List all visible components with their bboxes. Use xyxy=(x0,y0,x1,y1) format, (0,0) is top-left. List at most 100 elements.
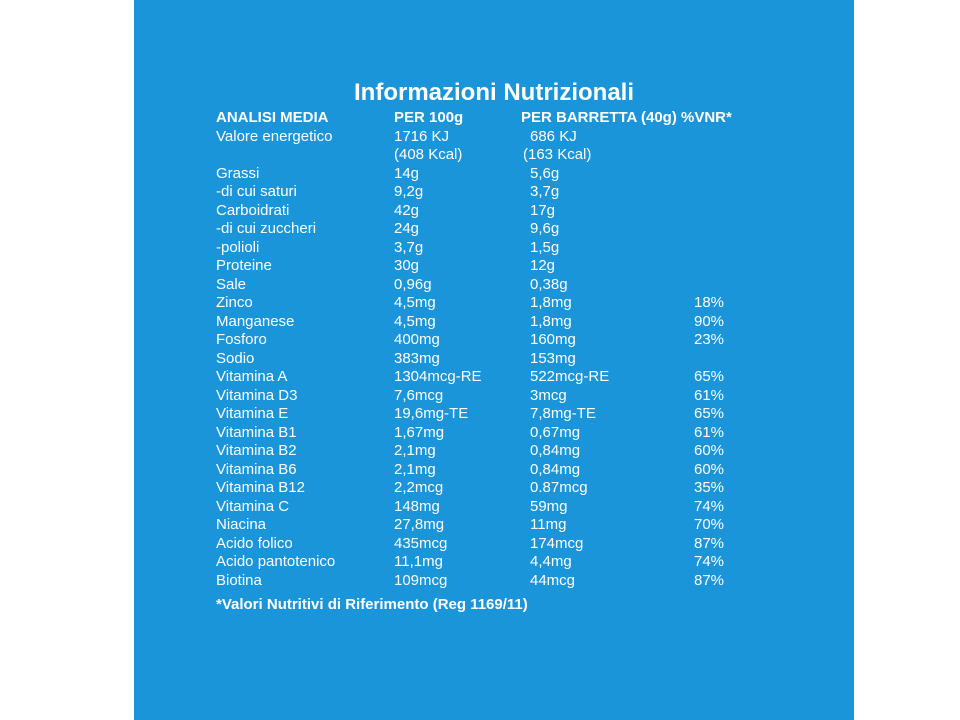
value-per-100g: 30g xyxy=(394,257,420,274)
nutrient-name: Vitamina B12 xyxy=(216,479,305,496)
page-title: Informazioni Nutrizionali xyxy=(354,79,634,106)
value-per-bar: 12g xyxy=(530,257,556,274)
table-row: Vitamina B6 2,1mg 0,84mg 60% xyxy=(216,461,776,480)
value-vnr: 87% xyxy=(694,534,725,552)
table-row: Grassi 14g 5,6g xyxy=(216,165,776,184)
value-per-100g: 400mg xyxy=(394,331,440,348)
footnote: *Valori Nutritivi di Riferimento (Reg 11… xyxy=(216,596,528,613)
value-per-100g: 383mg xyxy=(394,349,440,367)
value-vnr: 23% xyxy=(694,331,725,348)
table-row: -di cui saturi 9,2g 3,7g xyxy=(216,183,776,202)
value-per-100g: 435mcg xyxy=(394,534,448,552)
value-per-bar: 1,8mg xyxy=(530,312,572,330)
nutrient-name: -di cui saturi xyxy=(216,183,297,200)
nutrient-name: Proteine xyxy=(216,257,272,274)
nutrient-name: Vitamina B6 xyxy=(216,460,297,478)
value-vnr: 60% xyxy=(694,460,725,478)
value-per-100g: 19,6mg-TE xyxy=(394,405,469,422)
value-per-bar: 9,6g xyxy=(530,220,560,237)
nutrient-name: Vitamina D3 xyxy=(216,386,298,404)
energy-per100-kcal: (408 Kcal) xyxy=(394,146,463,163)
table-row: Sale 0,96g 0,38g xyxy=(216,276,776,295)
table-row: Vitamina C 148mg 59mg 74% xyxy=(216,498,776,517)
header-analysis: ANALISI MEDIA xyxy=(216,109,329,126)
nutrient-name: Vitamina B1 xyxy=(216,423,297,441)
nutrient-name: Vitamina E xyxy=(216,405,289,422)
table-row: Carboidrati 42g 17g xyxy=(216,202,776,221)
value-per-bar: 7,8mg-TE xyxy=(530,405,596,422)
nutrient-name: Acido pantotenico xyxy=(216,553,336,570)
table-row: -di cui zuccheri 24g 9,6g xyxy=(216,220,776,239)
value-vnr: 70% xyxy=(694,516,725,533)
table-row: Vitamina B1 1,67mg 0,67mg 61% xyxy=(216,424,776,443)
table-header-row: ANALISI MEDIA PER 100g PER BARRETTA (40g… xyxy=(216,109,776,128)
value-per-bar: 3mcg xyxy=(530,386,567,404)
value-per-bar: 1,5g xyxy=(530,238,560,256)
value-vnr: 60% xyxy=(694,442,725,459)
table-row: Vitamina D3 7,6mcg 3mcg 61% xyxy=(216,387,776,406)
energy-bar-kj: 686 KJ xyxy=(530,127,577,145)
value-per-bar: 160mg xyxy=(530,331,576,348)
nutrient-name: Fosforo xyxy=(216,331,267,348)
value-per-100g: 27,8mg xyxy=(394,516,445,533)
value-per-100g: 109mcg xyxy=(394,571,448,589)
value-per-bar: 1,8mg xyxy=(530,294,572,311)
value-per-100g: 1304mcg-RE xyxy=(394,368,482,385)
nutrient-name: -polioli xyxy=(216,238,260,256)
table-row: Acido folico 435mcg 174mcg 87% xyxy=(216,535,776,554)
value-per-100g: 3,7g xyxy=(394,238,424,256)
nutrient-name: Sodio xyxy=(216,349,255,367)
value-per-bar: 44mcg xyxy=(530,571,576,589)
table-row: Sodio 383mg 153mg xyxy=(216,350,776,369)
value-vnr: 74% xyxy=(694,553,725,570)
value-per-bar: 522mcg-RE xyxy=(530,368,610,385)
value-per-bar: 59mg xyxy=(530,497,568,515)
value-per-bar: 17g xyxy=(530,201,556,219)
value-vnr: 74% xyxy=(694,497,725,515)
value-per-100g: 2,1mg xyxy=(394,460,436,478)
table-row: Vitamina E 19,6mg-TE 7,8mg-TE 65% xyxy=(216,405,776,424)
value-per-100g: 9,2g xyxy=(394,183,424,200)
nutrient-name: Manganese xyxy=(216,312,295,330)
nutrition-panel: Informazioni Nutrizionali ANALISI MEDIA … xyxy=(134,0,854,720)
value-per-100g: 11,1mg xyxy=(394,553,443,570)
table-row: -polioli 3,7g 1,5g xyxy=(216,239,776,258)
value-vnr: 35% xyxy=(694,479,725,496)
table-row: Vitamina B2 2,1mg 0,84mg 60% xyxy=(216,442,776,461)
value-per-bar: 3,7g xyxy=(530,183,560,200)
value-per-bar: 174mcg xyxy=(530,534,584,552)
value-per-100g: 7,6mcg xyxy=(394,386,444,404)
table-row: Manganese 4,5mg 1,8mg 90% xyxy=(216,313,776,332)
energy-bar-kcal: (163 Kcal) xyxy=(523,146,592,163)
nutrient-name: Acido folico xyxy=(216,534,293,552)
nutrient-name: Biotina xyxy=(216,571,262,589)
value-per-bar: 0,84mg xyxy=(530,442,581,459)
table-row: Proteine 30g 12g xyxy=(216,257,776,276)
table-row: Zinco 4,5mg 1,8mg 18% xyxy=(216,294,776,313)
header-per-bar-vnr: PER BARRETTA (40g) %VNR* xyxy=(521,109,732,126)
nutrient-name: Vitamina B2 xyxy=(216,442,297,459)
value-per-bar: 0,67mg xyxy=(530,423,581,441)
table-row: Biotina 109mcg 44mcg 87% xyxy=(216,572,776,591)
value-per-bar: 11mg xyxy=(530,516,567,533)
value-per-bar: 153mg xyxy=(530,349,576,367)
value-per-100g: 4,5mg xyxy=(394,312,436,330)
value-per-100g: 2,1mg xyxy=(394,442,436,459)
nutrient-name: Vitamina C xyxy=(216,497,290,515)
value-per-bar: 5,6g xyxy=(530,164,560,182)
value-per-100g: 14g xyxy=(394,164,420,182)
value-per-100g: 0,96g xyxy=(394,275,432,293)
nutrition-table: ANALISI MEDIA PER 100g PER BARRETTA (40g… xyxy=(216,109,776,590)
value-vnr: 61% xyxy=(694,386,725,404)
nutrient-name: Sale xyxy=(216,275,247,293)
table-row-energy-kcal: (408 Kcal) (163 Kcal) xyxy=(216,146,776,165)
nutrient-name: -di cui zuccheri xyxy=(216,220,317,237)
table-row: Vitamina B12 2,2mcg 0.87mcg 35% xyxy=(216,479,776,498)
table-row: Acido pantotenico 11,1mg 4,4mg 74% xyxy=(216,553,776,572)
nutrient-name: Niacina xyxy=(216,516,267,533)
value-per-100g: 2,2mcg xyxy=(394,479,444,496)
table-row: Vitamina A 1304mcg-RE 522mcg-RE 65% xyxy=(216,368,776,387)
energy-per100-kj: 1716 KJ xyxy=(394,127,450,145)
energy-label: Valore energetico xyxy=(216,127,333,145)
nutrient-name: Vitamina A xyxy=(216,368,288,385)
